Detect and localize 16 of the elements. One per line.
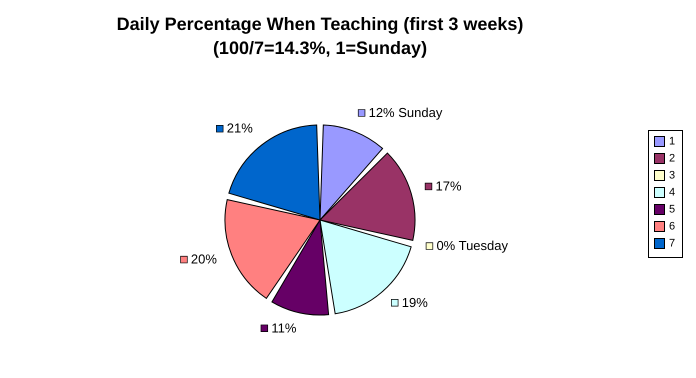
data-label: 11% bbox=[271, 320, 297, 336]
data-label: 17% bbox=[436, 178, 462, 194]
legend-label: 7 bbox=[669, 238, 676, 250]
legend-label: 1 bbox=[669, 136, 676, 148]
data-label: 19% bbox=[402, 294, 428, 310]
legend-label: 3 bbox=[669, 170, 676, 182]
data-label: 12% Sunday bbox=[368, 104, 443, 120]
legend-label: 2 bbox=[669, 152, 676, 164]
legend-label: 5 bbox=[669, 204, 676, 216]
chart-title: Daily Percentage When Teaching (first 3 weeks) bbox=[116, 14, 524, 34]
text: 0% Tuesday bbox=[436, 238, 508, 254]
data-label: 20% bbox=[190, 252, 218, 267]
data-label: 21% bbox=[226, 120, 254, 136]
chart-subtitle: (100/7=14.3%, 1=Sunday) bbox=[212, 38, 428, 58]
legend-label: 6 bbox=[669, 220, 676, 232]
legend-label: 4 bbox=[669, 186, 676, 198]
